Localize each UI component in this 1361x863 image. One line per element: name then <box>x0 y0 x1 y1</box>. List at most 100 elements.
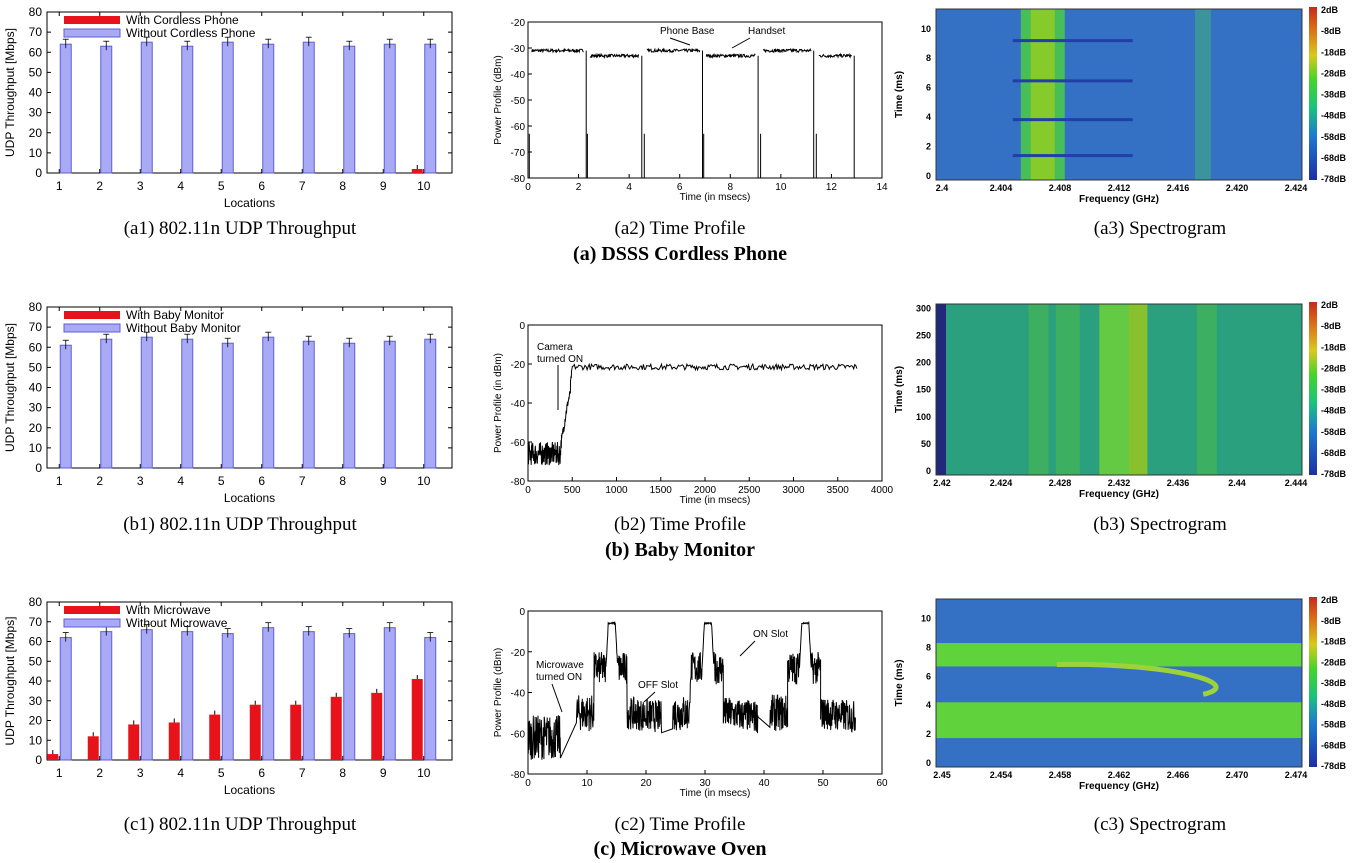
annotation-microwave: Microwave <box>536 660 584 671</box>
annotation-camera: Camera <box>537 342 573 353</box>
x-tick-label: 7 <box>299 474 306 488</box>
legend-label-without: Without Baby Monitor <box>126 321 241 335</box>
x-axis-label: Time (in msecs) <box>680 192 751 203</box>
colorbar-label: -78dB <box>1321 174 1347 184</box>
caption-b1: (b1) 802.11n UDP Throughput <box>123 514 357 535</box>
series-line <box>528 47 855 178</box>
x-tick-label: 2.420 <box>1226 183 1249 193</box>
x-tick-label: 2.424 <box>990 478 1013 488</box>
y-tick-label: -80 <box>511 174 526 185</box>
legend-swatch-with <box>64 606 120 614</box>
y-tick-label: -60 <box>511 729 526 740</box>
x-tick-label: 4 <box>177 766 184 780</box>
y-tick-label: 6 <box>926 671 931 681</box>
plot-frame <box>935 8 1303 181</box>
bar-without <box>383 340 396 469</box>
bar-without <box>100 338 113 469</box>
y-tick-label: 0 <box>926 758 931 768</box>
x-tick-label: 2000 <box>694 485 717 496</box>
y-tick-label: -70 <box>511 148 526 159</box>
x-tick-label: 2.408 <box>1049 183 1072 193</box>
y-axis-label: Time (ms) <box>894 71 905 118</box>
chart-svg: -80 -70 -60 -50 -40 -30 -20 0 2 4 6 8 10 12 14 Time (in… <box>493 18 888 203</box>
caption-a1: (a1) 802.11n UDP Throughput <box>123 218 357 239</box>
y-tick-label: -40 <box>511 689 526 700</box>
caption-c2: (c2) Time Profile <box>614 814 746 835</box>
annotation-arrow <box>643 691 656 703</box>
bar-without <box>181 338 194 469</box>
x-tick-label: 2.412 <box>1108 183 1131 193</box>
y-tick-label: 8 <box>926 53 931 63</box>
x-tick-label: 3 <box>137 179 144 193</box>
annotation-camera: turned ON <box>537 354 583 365</box>
y-tick-label: 50 <box>29 65 43 79</box>
colorbar-label: -68dB <box>1321 153 1347 163</box>
group-caption-c: (c) Microwave Oven <box>593 838 767 860</box>
bar-without <box>302 631 315 761</box>
bar-without <box>140 336 153 469</box>
colorbar-label: 2dB <box>1321 300 1339 310</box>
bar-without <box>383 627 396 761</box>
x-tick-label: 2.42 <box>933 478 951 488</box>
sweep-curve <box>1056 661 1219 697</box>
x-tick-label: 1 <box>56 474 63 488</box>
gap-line <box>1012 118 1133 122</box>
y-tick-label: 10 <box>29 733 43 747</box>
colorbar-label: -18dB <box>1321 342 1347 352</box>
y-tick-label: 40 <box>29 86 43 100</box>
colorbar-label: -28dB <box>1321 68 1347 78</box>
x-tick-label: 5 <box>218 766 225 780</box>
y-tick-label: 70 <box>29 320 43 334</box>
chart-b1: 0 10 20 30 40 50 60 70 80 1 2 3 4 5 6 7 8 9 10 Locations UDP… <box>0 295 460 510</box>
legend-label-without: Without Microwave <box>126 616 228 630</box>
colorbar-label: -68dB <box>1321 740 1347 750</box>
plot-frame <box>935 598 1303 768</box>
bar-with <box>209 714 221 760</box>
x-tick-label: 3000 <box>782 485 805 496</box>
chart-svg: 0 10 20 30 40 50 60 70 80 1 2 3 4 5 6 7 8 9 10 Locations UDP… <box>3 5 453 210</box>
band-on <box>936 702 1302 739</box>
y-tick-label: -50 <box>511 96 526 107</box>
bar-without <box>424 43 437 174</box>
x-tick-label: 9 <box>380 766 387 780</box>
colorbar-label: -58dB <box>1321 132 1347 142</box>
annotation-off-slot: OFF Slot <box>638 680 678 691</box>
annotation-arrow <box>669 37 691 46</box>
colorbar-label: -38dB <box>1321 385 1347 395</box>
x-tick-label: 3500 <box>827 485 850 496</box>
bar-without <box>383 43 396 174</box>
x-tick-label: 8 <box>339 474 346 488</box>
bar-with <box>128 724 140 760</box>
x-axis-label: Locations <box>224 491 275 505</box>
x-tick-label: 2 <box>96 474 103 488</box>
bar-without <box>100 45 113 174</box>
colorbar-label: -78dB <box>1321 761 1347 771</box>
chart-svg: -80 -60 -40 -20 0 0 10 20 30 40 50 60 Time (in msecs… <box>493 607 888 799</box>
x-tick-label: 10 <box>417 179 431 193</box>
x-tick-label: 2.474 <box>1285 770 1308 780</box>
y-tick-label: 20 <box>29 126 43 140</box>
group-caption-a: (a) DSSS Cordless Phone <box>573 243 787 265</box>
y-tick-label: 10 <box>921 614 931 624</box>
chart-b3: 2.42 2.424 2.428 2.432 2.436 2.44 2.444 0 50 100 1… <box>890 295 1361 510</box>
x-tick-label: 4000 <box>871 485 894 496</box>
colorbar-label: -38dB <box>1321 90 1347 100</box>
x-tick-label: 2.436 <box>1167 478 1190 488</box>
x-tick-label: 2.424 <box>1285 183 1308 193</box>
x-axis-label: Frequency (GHz) <box>1079 194 1159 205</box>
x-tick-label: 5 <box>218 179 225 193</box>
x-tick-label: 6 <box>258 474 265 488</box>
x-tick-label: 2.432 <box>1108 478 1131 488</box>
colorbar-label: -58dB <box>1321 720 1347 730</box>
y-tick-label: 2 <box>926 142 931 152</box>
bar-without <box>424 637 437 761</box>
band <box>1028 304 1049 475</box>
x-tick-label: 10 <box>581 778 593 789</box>
plot-frame <box>527 610 883 775</box>
y-axis-label: UDP Throughput [Mbps] <box>3 323 17 452</box>
bar-without <box>343 45 356 174</box>
colorbar-label: -28dB <box>1321 363 1347 373</box>
legend-swatch-with <box>64 16 120 24</box>
colorbar-label: -38dB <box>1321 678 1347 688</box>
y-tick-label: 70 <box>29 25 43 39</box>
